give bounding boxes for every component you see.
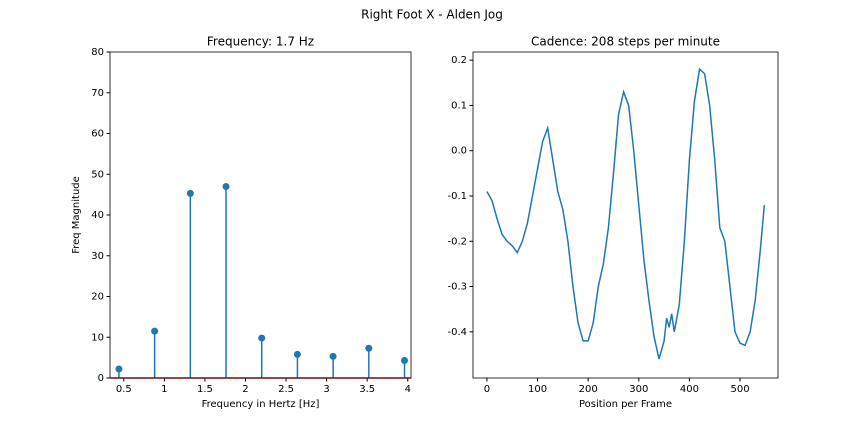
stem-marker <box>115 365 123 373</box>
y-tick-label: 0.1 <box>451 100 467 111</box>
y-tick-label: 10 <box>91 332 104 343</box>
axes-title: Frequency: 1.7 Hz <box>207 35 314 49</box>
axes-frame <box>472 51 779 379</box>
y-tick-label: 0.2 <box>451 55 467 66</box>
x-tick-label: 500 <box>730 384 749 395</box>
stem-marker <box>186 189 194 197</box>
y-axis-label: Freq Magnitude <box>71 176 82 254</box>
stem-marker <box>401 356 409 364</box>
y-tick-label: 0 <box>98 373 104 384</box>
x-tick-label: 200 <box>579 384 598 395</box>
line <box>486 67 766 360</box>
stem-marker <box>365 344 373 352</box>
x-tick-label: 1.5 <box>197 384 213 395</box>
x-tick-label: 0 <box>484 384 490 395</box>
x-tick-label: 100 <box>528 384 547 395</box>
stem-marker <box>329 352 337 360</box>
y-tick-label: 60 <box>91 129 104 140</box>
y-tick-label: 20 <box>91 292 104 303</box>
y-tick-label: 30 <box>91 251 104 262</box>
y-tick-label: 40 <box>91 210 104 221</box>
y-tick-label: 80 <box>91 47 104 58</box>
x-tick-label: 4 <box>405 384 411 395</box>
x-tick-label: 3 <box>323 384 329 395</box>
stem-marker <box>222 182 230 190</box>
stem-marker <box>258 334 266 342</box>
y-tick-label: 0.0 <box>451 146 467 157</box>
x-tick-label: 400 <box>680 384 699 395</box>
y-tick-label: -0.2 <box>447 236 467 247</box>
stem-marker <box>151 327 159 335</box>
y-tick-label: -0.3 <box>447 282 467 293</box>
y-tick-label: 50 <box>91 169 104 180</box>
x-tick-label: 1 <box>161 384 167 395</box>
axes-title: Cadence: 208 steps per minute <box>531 35 720 49</box>
x-tick-label: 2.5 <box>278 384 294 395</box>
y-tick-label: 70 <box>91 88 104 99</box>
stem-marker <box>293 350 301 358</box>
x-axis-label: Position per Frame <box>579 399 672 410</box>
axes-frame <box>109 51 412 379</box>
y-tick-label: -0.1 <box>447 191 467 202</box>
figure-title: Right Foot X - Alden Jog <box>361 8 503 22</box>
y-tick-label: -0.4 <box>447 327 467 338</box>
x-tick-label: 2 <box>242 384 248 395</box>
x-tick-label: 3.5 <box>359 384 375 395</box>
x-tick-label: 300 <box>629 384 648 395</box>
x-tick-label: 0.5 <box>116 384 132 395</box>
x-axis-label: Frequency in Hertz [Hz] <box>202 399 320 410</box>
